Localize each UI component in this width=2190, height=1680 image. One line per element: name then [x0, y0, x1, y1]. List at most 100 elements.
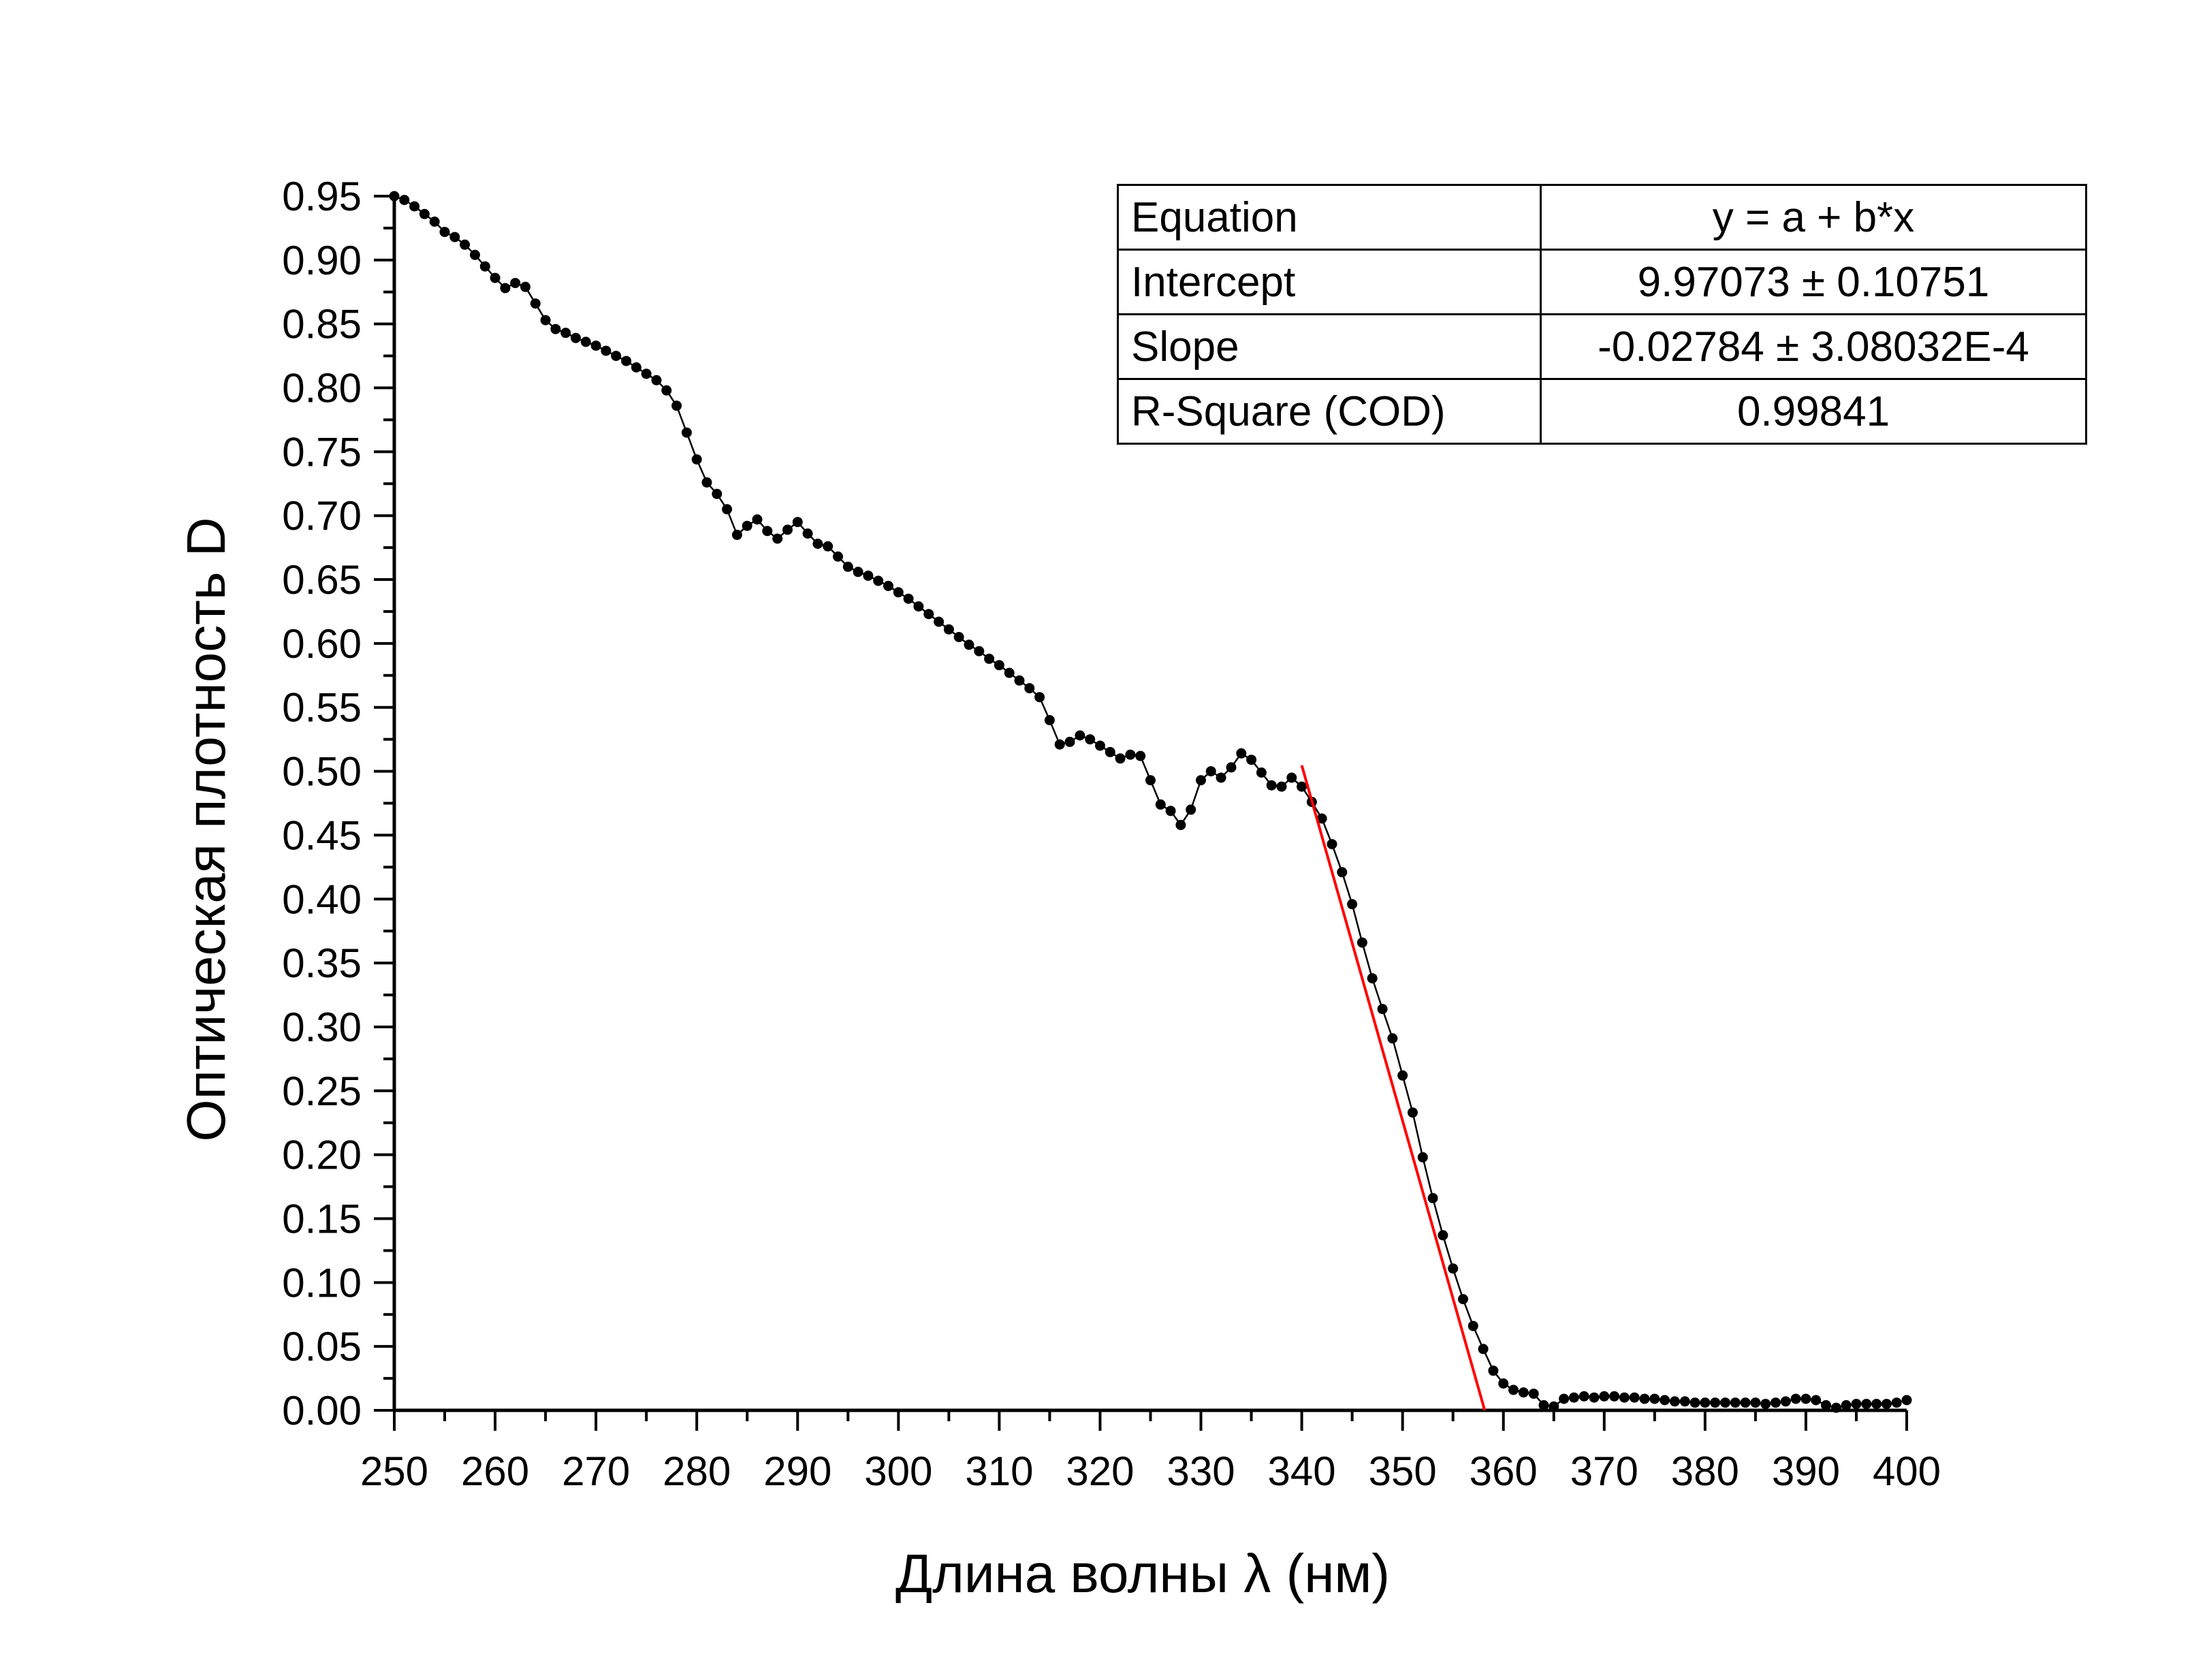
y-tick-label: 0.35: [282, 940, 362, 986]
data-point: [1297, 781, 1307, 792]
data-point: [1700, 1397, 1711, 1408]
data-point: [1639, 1393, 1650, 1404]
data-point: [923, 609, 934, 620]
fit-table-key: Intercept: [1117, 249, 1542, 315]
data-point: [1578, 1391, 1589, 1401]
fit-table-key: Slope: [1117, 313, 1542, 380]
data-point: [419, 208, 430, 219]
y-tick-label: 0.85: [282, 302, 362, 347]
data-point: [1327, 839, 1337, 850]
x-tick-label: 260: [461, 1448, 529, 1494]
data-point: [1679, 1396, 1690, 1407]
data-point: [399, 195, 410, 206]
data-point: [712, 488, 723, 499]
data-point: [1427, 1192, 1438, 1203]
data-point: [500, 283, 511, 294]
data-point: [1901, 1395, 1912, 1406]
y-tick-label: 0.60: [282, 621, 362, 667]
data-point: [1559, 1393, 1570, 1404]
y-tick-label: 0.15: [282, 1196, 362, 1241]
data-point: [1387, 1033, 1398, 1044]
x-tick-label: 400: [1873, 1448, 1941, 1494]
data-point: [490, 272, 501, 283]
data-point: [1649, 1393, 1660, 1404]
y-tick-label: 0.50: [282, 749, 362, 795]
y-tick-label: 0.65: [282, 557, 362, 603]
data-point: [1790, 1393, 1801, 1404]
x-tick-label: 380: [1671, 1448, 1739, 1494]
data-point: [1085, 734, 1096, 745]
x-tick-label: 280: [663, 1448, 731, 1494]
fit-table-value: y = a + b*x: [1540, 184, 2087, 251]
x-tick-label: 320: [1066, 1448, 1134, 1494]
data-point: [671, 400, 682, 411]
data-point: [1155, 799, 1166, 810]
y-axis-title: Оптическая плотность D: [176, 517, 236, 1141]
data-point: [590, 340, 601, 351]
x-tick-label: 360: [1470, 1448, 1538, 1494]
data-point: [1438, 1230, 1448, 1241]
data-point: [1226, 762, 1237, 773]
plot-area: [389, 191, 1912, 1413]
data-point: [974, 646, 985, 656]
data-point: [1205, 766, 1216, 777]
data-point: [883, 580, 893, 591]
data-point: [953, 632, 964, 642]
data-point: [1286, 772, 1297, 783]
data-point: [1821, 1400, 1831, 1410]
y-tick-label: 0.75: [282, 429, 362, 475]
data-point: [1730, 1397, 1741, 1408]
data-point: [1216, 772, 1226, 783]
data-point: [1830, 1402, 1841, 1413]
data-point: [510, 278, 521, 289]
data-point: [812, 539, 823, 549]
data-point: [1014, 675, 1025, 686]
data-point: [1568, 1392, 1579, 1403]
data-point: [913, 601, 924, 612]
data-point: [701, 477, 712, 488]
fit-line: [1300, 765, 1487, 1411]
data-point: [1105, 746, 1115, 757]
data-point: [651, 375, 662, 385]
data-point: [1851, 1399, 1862, 1410]
data-point: [560, 328, 571, 338]
data-point: [1750, 1397, 1761, 1408]
fit-table-row: Equation y = a + b*x: [1117, 184, 2087, 251]
data-point: [1518, 1387, 1529, 1398]
data-point: [1186, 804, 1196, 815]
data-point: [1367, 973, 1378, 984]
data-point: [1780, 1396, 1791, 1407]
data-point: [550, 323, 561, 334]
data-point: [1488, 1365, 1499, 1376]
data-point: [1196, 775, 1206, 786]
data-point: [1811, 1395, 1822, 1406]
data-point: [943, 624, 954, 635]
data-point: [722, 504, 733, 515]
data-point: [752, 514, 763, 525]
data-point: [1256, 767, 1267, 778]
fit-table-row: Intercept 9.97073 ± 0.10751: [1117, 249, 2087, 315]
y-tick-label: 0.45: [282, 812, 362, 858]
data-point: [1165, 806, 1176, 817]
data-point: [1800, 1393, 1811, 1404]
data-point: [571, 332, 581, 343]
y-tick-label: 0.70: [282, 493, 362, 539]
data-point: [1689, 1397, 1700, 1408]
data-point: [772, 533, 783, 544]
y-tick-label: 0.95: [282, 174, 362, 219]
data-point: [1660, 1395, 1670, 1406]
data-point: [1458, 1294, 1468, 1305]
data-point: [1629, 1392, 1640, 1403]
x-tick-label: 290: [763, 1448, 831, 1494]
data-point: [1075, 730, 1085, 741]
x-tick-label: 390: [1772, 1448, 1840, 1494]
data-point: [580, 336, 591, 347]
data-point: [1467, 1320, 1478, 1331]
data-point: [842, 561, 853, 572]
data-point: [833, 551, 843, 562]
y-tick-label: 0.80: [282, 366, 362, 411]
data-point: [470, 249, 480, 260]
x-tick-label: 300: [864, 1448, 932, 1494]
data-point: [1549, 1401, 1559, 1412]
